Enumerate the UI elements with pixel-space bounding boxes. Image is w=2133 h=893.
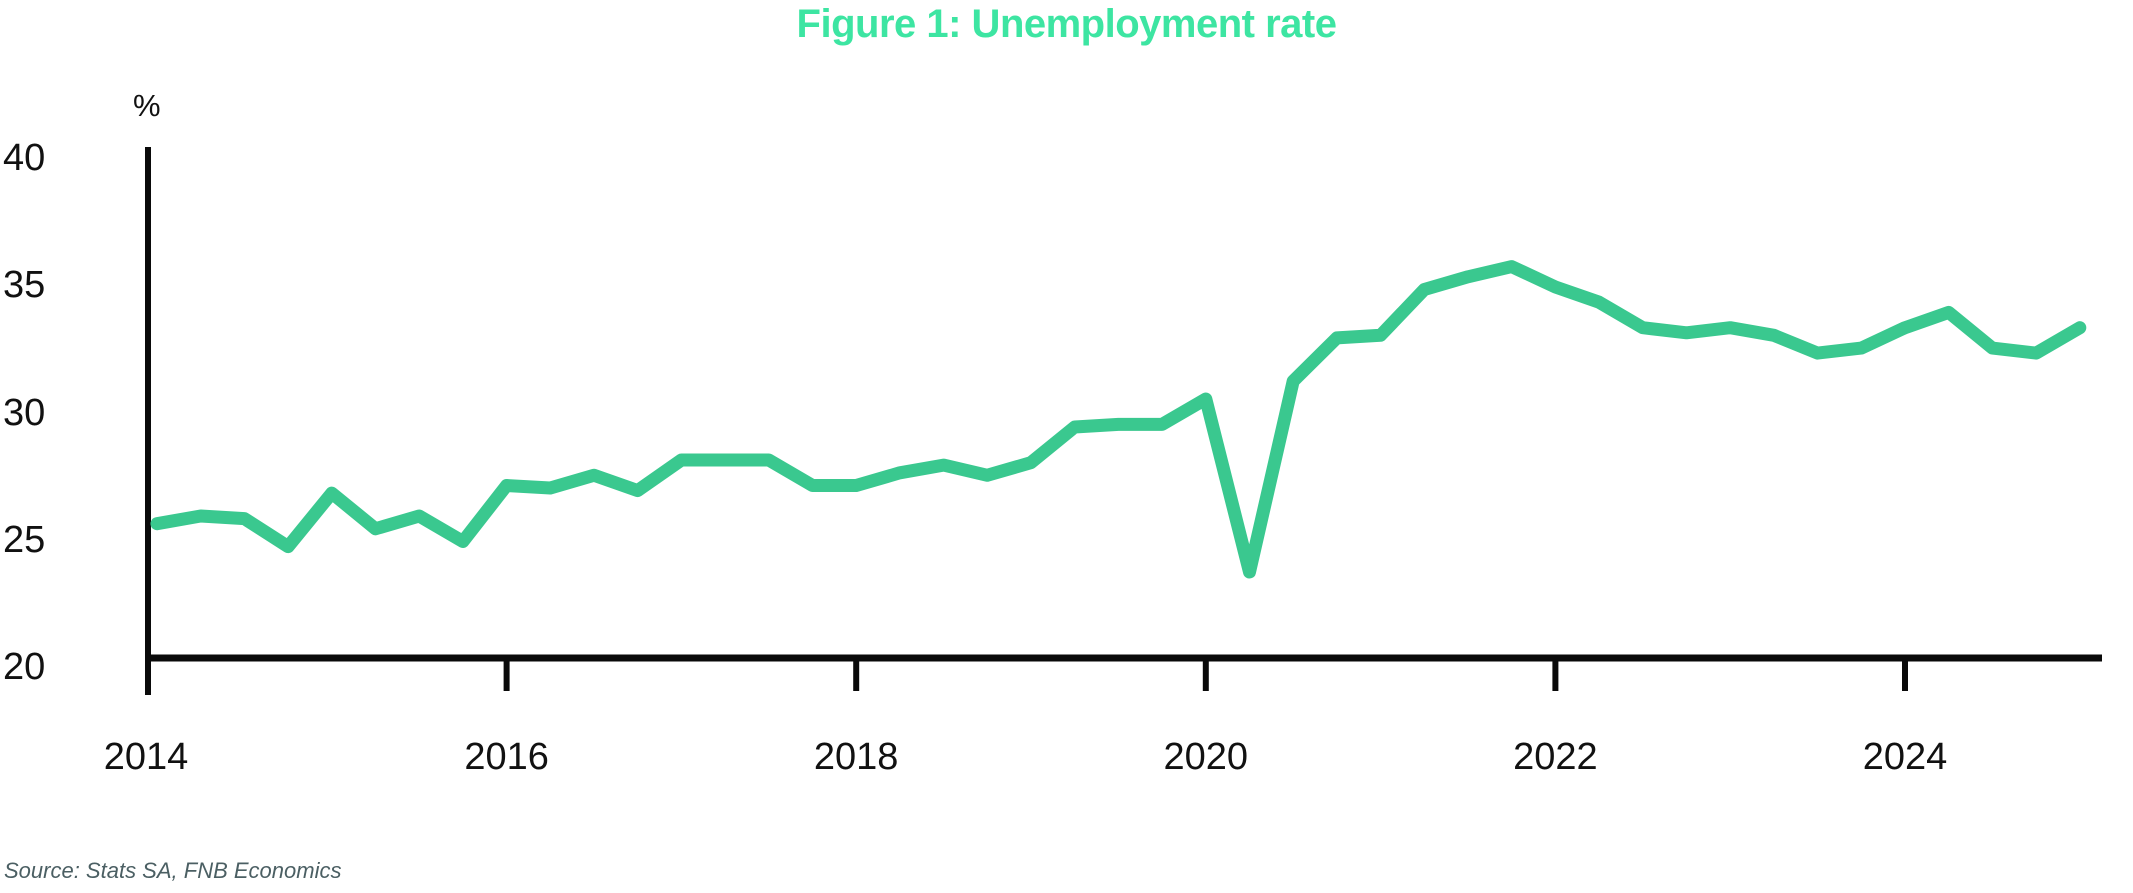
source-note: Source: Stats SA, FNB Economics [4, 858, 342, 883]
x-tick-label-2014: 2014 [103, 736, 189, 778]
x-tick-label-2020: 2020 [1163, 736, 1249, 778]
x-tick-label-2018: 2018 [813, 736, 899, 778]
x-tick-label-2024: 2024 [1862, 736, 1948, 778]
y-axis-unit-label: % [133, 88, 161, 123]
x-tick-label-2022: 2022 [1513, 736, 1598, 778]
y-tick-label-40: 40 [3, 137, 46, 179]
y-tick-label-20: 20 [3, 646, 46, 688]
y-tick-label-30: 30 [3, 391, 46, 434]
y-tick-label-25: 25 [3, 518, 46, 561]
x-tick-label-2016: 2016 [464, 736, 549, 778]
unemployment-rate-line [150, 260, 2087, 579]
y-tick-label-35: 35 [3, 264, 46, 307]
figure-title: Figure 1: Unemployment rate [796, 2, 1337, 46]
